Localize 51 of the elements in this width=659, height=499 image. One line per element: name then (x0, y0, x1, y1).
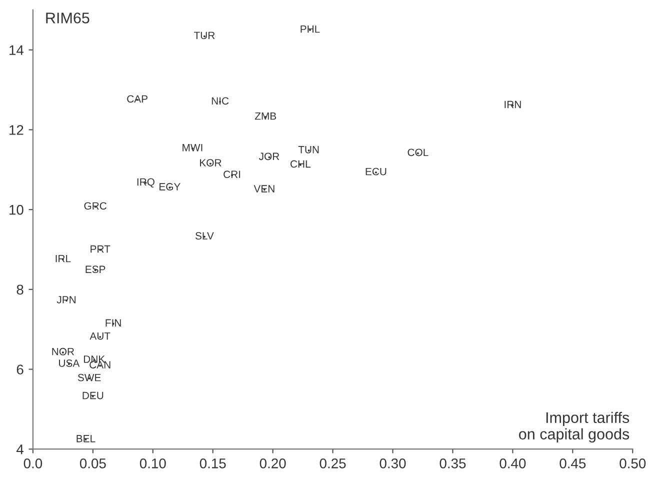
y-tick-label: 10 (10, 204, 24, 215)
annotation: USA (59, 359, 80, 367)
x-tick-label: 0.35 (440, 458, 466, 468)
annotation: CAN (90, 361, 110, 368)
y-tick-label: 12 (10, 125, 24, 135)
annotation: SWE (78, 374, 101, 382)
annotation: IRN (504, 100, 521, 108)
annotation: VEN (254, 185, 274, 192)
annotation: COL (408, 148, 428, 156)
x-axis-title: Import tariffs on capital goods (519, 412, 630, 443)
annotation: TUN (298, 146, 319, 154)
annotation: NOR (52, 348, 74, 356)
x-tick-label: 0.40 (500, 458, 526, 468)
annotation: PHL (300, 25, 320, 33)
annotation: MWI (182, 144, 202, 152)
annotation: ESP (86, 266, 106, 274)
annotation: CAP (127, 95, 148, 103)
annotation: ECU (366, 168, 386, 176)
x-tick-label: 0.0 (24, 458, 42, 468)
x-tick-label: 0.30 (380, 458, 406, 468)
annotation: CRI (224, 170, 240, 178)
annotation: AUT (90, 332, 110, 340)
x-tick-label: 0.50 (620, 458, 646, 468)
x-tick-label: 0.10 (140, 458, 166, 468)
annotation: EGY (160, 183, 180, 190)
annotation: ZMB (254, 112, 276, 120)
x-tick-label: 0.20 (260, 458, 286, 468)
annotation: NIC (212, 97, 229, 105)
annotation: IRQ (137, 178, 154, 188)
annotation: FIN (106, 319, 121, 326)
annotation: JOR (258, 152, 280, 160)
annotation: DNK (84, 356, 105, 363)
annotation: IRL (56, 255, 71, 262)
x-tick-label: 0.15 (200, 458, 226, 468)
annotation: TUR (194, 32, 215, 40)
annotation: JPN (56, 296, 76, 304)
y-tick-label: 8 (16, 284, 24, 295)
annotation: PRT (90, 245, 110, 253)
annotation: CHL (290, 160, 310, 168)
x-tick-label: 0.25 (320, 458, 346, 468)
annotation: BEL (76, 435, 96, 442)
annotation: KOR (200, 159, 222, 166)
annotation: SLV (195, 232, 214, 240)
annotation: GRC (84, 202, 106, 210)
x-tick-label: 0.05 (80, 458, 106, 468)
y-tick-label: 14 (10, 45, 24, 55)
x-tick-label: 0.45 (560, 458, 586, 468)
y-tick-label: 6 (16, 364, 24, 374)
annotation: DEU (82, 392, 104, 400)
y-axis-title: RIM65 (46, 12, 90, 24)
y-tick-label: 4 (16, 444, 24, 454)
